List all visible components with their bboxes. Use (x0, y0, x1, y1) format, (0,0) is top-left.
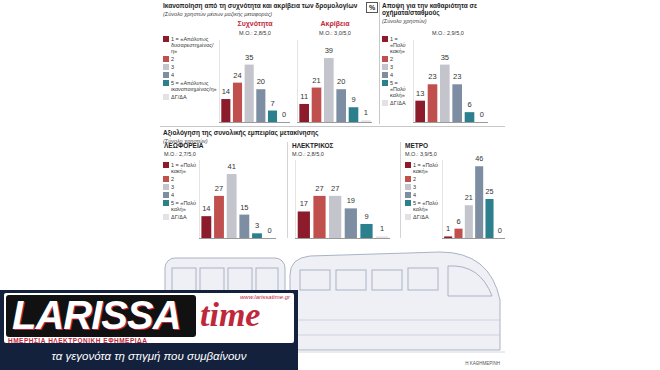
html-text:ΜΕΤΡΟ: ΜΕΤΡΟ (405, 142, 429, 149)
html-text:Συχνότητα: Συχνότητα (237, 20, 273, 27)
svg-text:35: 35 (441, 53, 449, 62)
svg-text:11: 11 (300, 92, 308, 101)
svg-text:27: 27 (215, 184, 223, 193)
html-text:Μ.Ο.: 2,9/5,0: Μ.Ο.: 2,9/5,0 (432, 30, 464, 36)
svg-text:3: 3 (255, 221, 259, 230)
svg-text:19: 19 (347, 196, 355, 205)
html-text:2: 2 (390, 56, 394, 62)
html-text:Μ.Ο.: 3,0/5,0: Μ.Ο.: 3,0/5,0 (319, 30, 351, 36)
html-text:5 = «Πολύ καλή»: 5 = «Πολύ καλή» (171, 200, 196, 212)
html-text:www.larissatime.gr: www.larissatime.gr (240, 294, 290, 300)
html-text:1 = «Πολύ κακή»: 1 = «Πολύ κακή» (171, 162, 196, 174)
html-text:ΗΜΕΡΗΣΙΑ ΗΛΕΚΤΡΟΝΙΚΗ ΕΦΗΜΕΡΙΔΑ: ΗΜΕΡΗΣΙΑ ΗΛΕΚΤΡΟΝΙΚΗ ΕΦΗΜΕΡΙΔΑ (8, 337, 148, 344)
svg-text:0: 0 (480, 110, 484, 119)
svg-text:0: 0 (268, 226, 272, 235)
html-text:Μ.Ο.: 3,9/5,0: Μ.Ο.: 3,9/5,0 (405, 151, 437, 157)
html-text:4: 4 (171, 72, 175, 78)
svg-text:27: 27 (331, 184, 339, 193)
html-text:ΔΓ/ΔΑ: ΔΓ/ΔΑ (171, 94, 187, 100)
html-text:1 = «Απόλυτως δυσαρεστημένος/η: 1 = «Απόλυτως δυσαρεστημένος/η» (171, 36, 214, 54)
svg-text:1: 1 (364, 108, 368, 117)
svg-text:6: 6 (467, 100, 471, 109)
html-text:Αξιολόγηση της συνολικής εμπει: Αξιολόγηση της συνολικής εμπειρίας μετακ… (163, 129, 319, 136)
svg-text:23: 23 (453, 72, 461, 81)
html-text:Η ΚΑΘΗΜΕΡΙΝΗ: Η ΚΑΘΗΜΕΡΙΝΗ (465, 361, 500, 366)
svg-text:1: 1 (380, 224, 384, 233)
html-text:3: 3 (413, 184, 417, 190)
html-text:1 = «Πολύ κακή»: 1 = «Πολύ κακή» (390, 36, 406, 54)
html-text:1 = «Πολύ κακή»: 1 = «Πολύ κακή» (413, 162, 438, 174)
svg-text:7: 7 (270, 99, 274, 108)
html-text:LARISSA: LARISSA (12, 293, 181, 337)
svg-text:9: 9 (364, 212, 368, 221)
svg-text:6: 6 (456, 217, 460, 226)
html-text:ΔΓ/ΔΑ: ΔΓ/ΔΑ (413, 214, 429, 220)
html-text:time: time (200, 296, 261, 333)
svg-text:20: 20 (257, 77, 265, 86)
svg-text:13: 13 (416, 89, 424, 98)
html-text:5 = «Πολύ καλή»: 5 = «Πολύ καλή» (413, 200, 438, 212)
html-text:4: 4 (171, 192, 175, 198)
html-text:4: 4 (413, 192, 417, 198)
html-text:2: 2 (171, 56, 175, 62)
svg-text:39: 39 (325, 46, 333, 55)
html-text:Μ.Ο.: 2,8/5,0: Μ.Ο.: 2,8/5,0 (292, 151, 324, 157)
svg-text:21: 21 (312, 76, 320, 85)
html-text:3: 3 (390, 64, 394, 70)
html-text:2: 2 (413, 176, 417, 182)
html-text:τα γεγονότα τη στιγμή που συμβ: τα γεγονότα τη στιγμή που συμβαίνουν (51, 350, 247, 362)
svg-text:35: 35 (245, 53, 253, 62)
svg-text:41: 41 (227, 162, 235, 171)
svg-text:14: 14 (202, 204, 210, 213)
html-text:Ακρίβεια: Ακρίβεια (320, 20, 350, 27)
html-text:(Σύνολο χρηστών μέσων μαζικής: (Σύνολο χρηστών μέσων μαζικής μεταφοράς) (163, 11, 273, 17)
svg-text:46: 46 (475, 154, 483, 163)
svg-text:27: 27 (315, 184, 323, 193)
html-text:ΛΕΩΦΟΡΕΙΑ: ΛΕΩΦΟΡΕΙΑ (164, 142, 204, 149)
html-text:4: 4 (390, 72, 394, 78)
svg-text:15: 15 (240, 203, 248, 212)
html-text:(Σύνολο χρηστών): (Σύνολο χρηστών) (382, 18, 427, 24)
svg-text:1: 1 (446, 224, 450, 233)
html-text:ΔΓ/ΔΑ: ΔΓ/ΔΑ (171, 214, 187, 220)
html-text:Αποψη για την καθαριότητα σε ο: Αποψη για την καθαριότητα σε οχήματα/στα… (382, 2, 478, 16)
svg-text:9: 9 (351, 95, 355, 104)
html-text:3: 3 (171, 64, 175, 70)
svg-text:24: 24 (233, 71, 241, 80)
html-text:Ικανοποίηση από τη συχνότητα κ: Ικανοποίηση από τη συχνότητα και ακρίβει… (163, 2, 358, 9)
svg-text:21: 21 (465, 193, 473, 202)
svg-text:25: 25 (485, 187, 493, 196)
svg-text:17: 17 (300, 199, 308, 208)
html-text:5 = «Πολύ καλή»: 5 = «Πολύ καλή» (390, 80, 406, 98)
html-text:2: 2 (171, 176, 175, 182)
svg-text:0: 0 (282, 110, 286, 119)
html-text:Μ.Ο.: 2,8/5,0: Μ.Ο.: 2,8/5,0 (239, 30, 271, 36)
svg-text:20: 20 (337, 77, 345, 86)
svg-text:14: 14 (222, 87, 230, 96)
html-text:ΔΓ/ΔΑ: ΔΓ/ΔΑ (390, 100, 406, 106)
svg-text:23: 23 (428, 72, 436, 81)
svg-text:0: 0 (498, 226, 502, 235)
html-text:(Σύνολο χρηστών): (Σύνολο χρηστών) (163, 138, 208, 144)
html-text:Μ.Ο.: 2,7/5,0: Μ.Ο.: 2,7/5,0 (164, 151, 196, 157)
html-text:3: 3 (171, 184, 175, 190)
html-text:5 = «Απόλυτως ικανοποιημένος/η: 5 = «Απόλυτως ικανοποιημένος/η» (171, 80, 217, 92)
html-text:ΗΛΕΚΤΡΙΚΟΣ: ΗΛΕΚΤΡΙΚΟΣ (292, 142, 334, 149)
